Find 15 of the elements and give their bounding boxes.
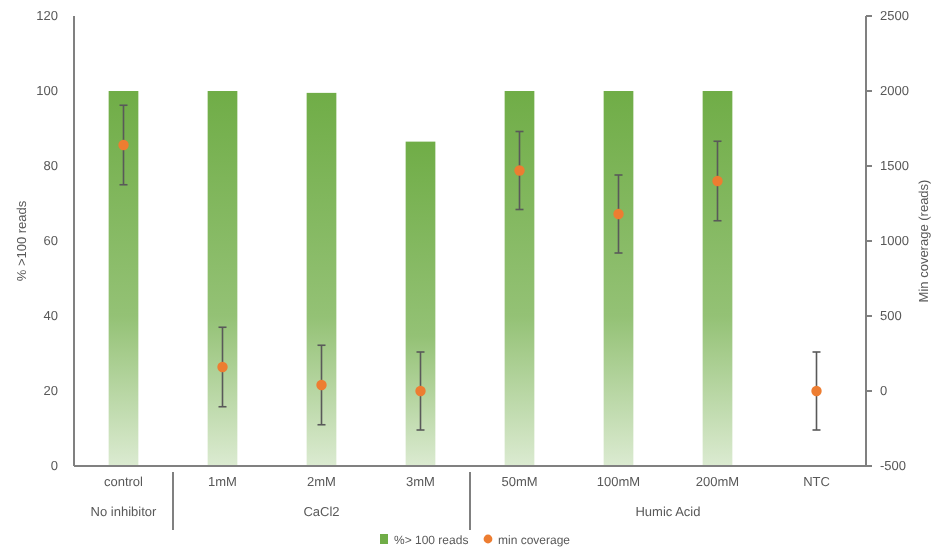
bar	[108, 91, 139, 466]
bar	[504, 91, 535, 466]
bar	[702, 91, 733, 466]
point	[712, 175, 723, 187]
bar	[207, 91, 238, 466]
point	[118, 139, 129, 151]
point	[217, 361, 228, 373]
point	[514, 165, 525, 176]
bar	[405, 141, 436, 466]
point	[811, 385, 822, 397]
bar	[603, 91, 634, 466]
point	[415, 385, 426, 397]
bar	[306, 92, 337, 466]
point	[316, 379, 327, 391]
point	[613, 208, 624, 220]
